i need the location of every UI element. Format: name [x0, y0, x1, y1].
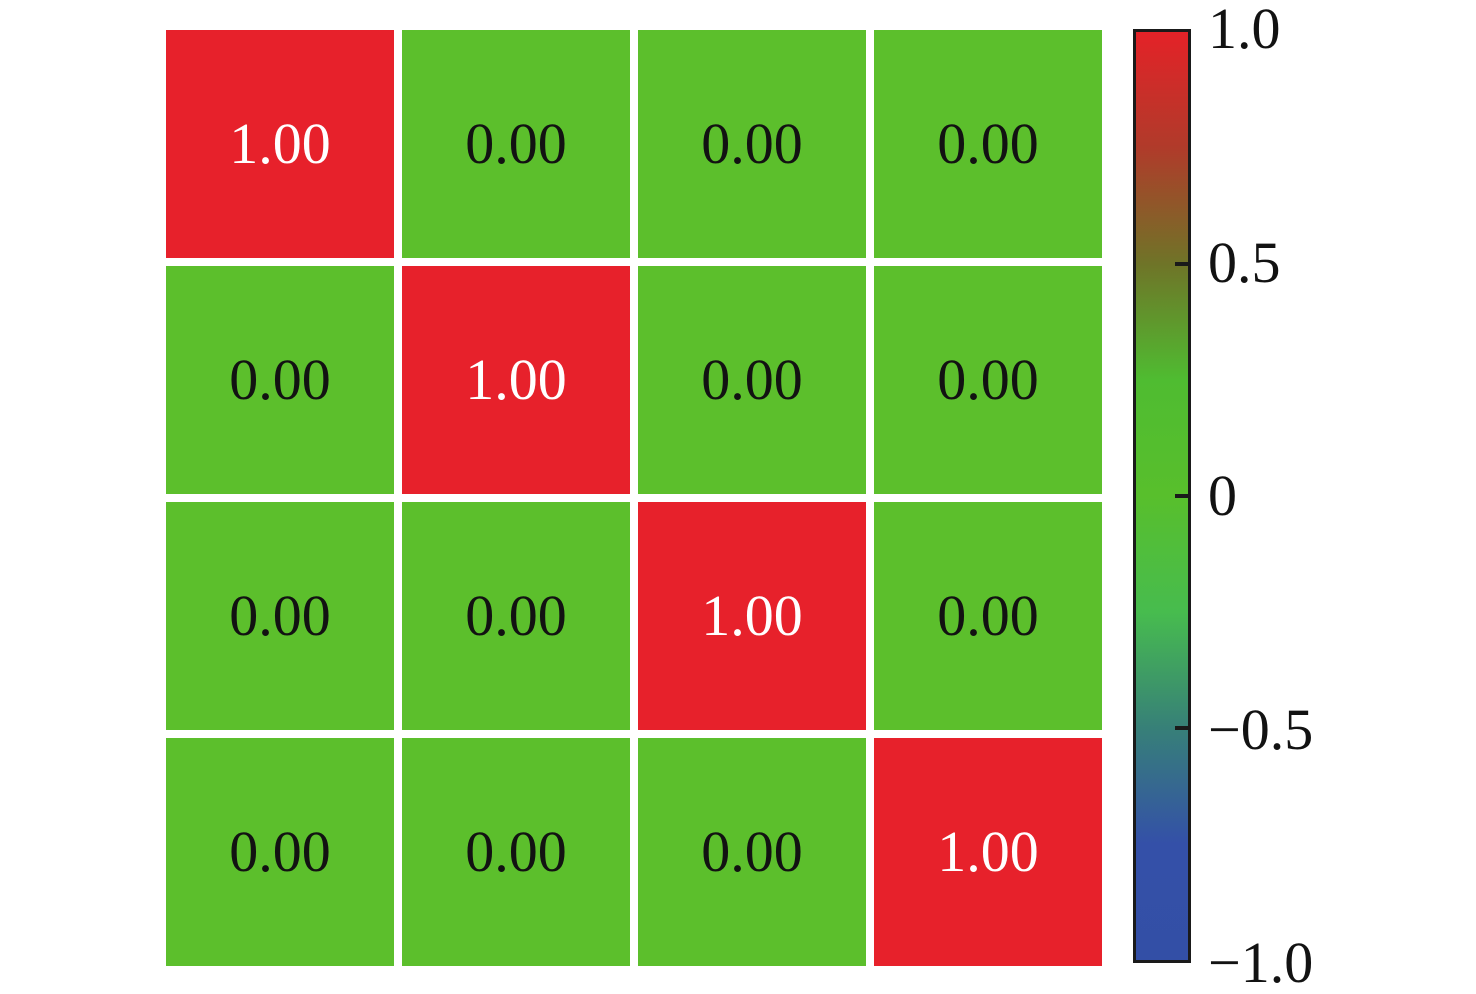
colorbar-tick-label-−0.5: −0.5 [1208, 696, 1314, 762]
heatmap-cell-r3c2: 0.00 [402, 502, 630, 730]
heatmap-cell-r1c1: 1.00 [166, 30, 394, 258]
heatmap-cell-r3c3: 1.00 [638, 502, 866, 730]
heatmap-cell-r2c1: 0.00 [166, 266, 394, 494]
colorbar [1133, 29, 1191, 963]
colorbar-tick-0.5 [1175, 262, 1188, 266]
colorbar-tick-label-0: 0 [1208, 463, 1237, 528]
heatmap-cell-r4c4: 1.00 [874, 738, 1102, 966]
heatmap-grid: 1.00 0.00 0.00 0.00 0.00 1.00 0.00 0.00 0.00 0.00… [166, 30, 1102, 966]
heatmap-cell-r2c3: 0.00 [638, 266, 866, 494]
heatmap-cell-r3c4: 0.00 [874, 502, 1102, 730]
heatmap-cell-r4c1: 0.00 [166, 738, 394, 966]
heatmap-cell-r3c1: 0.00 [166, 502, 394, 730]
heatmap-cell-r1c4: 0.00 [874, 30, 1102, 258]
heatmap-cell-r4c3: 0.00 [638, 738, 866, 966]
heatmap-cell-r2c4: 0.00 [874, 266, 1102, 494]
heatmap-cell-r1c3: 0.00 [638, 30, 866, 258]
heatmap-cell-r1c2: 0.00 [402, 30, 630, 258]
colorbar-tick-label-1.0: 1.0 [1208, 0, 1281, 61]
heatmap-cell-r4c2: 0.00 [402, 738, 630, 966]
colorbar-tick-0 [1175, 494, 1188, 498]
heatmap-cell-r2c2: 1.00 [402, 266, 630, 494]
colorbar-tick-−0.5 [1175, 726, 1188, 730]
colorbar-tick-label-0.5: 0.5 [1208, 229, 1281, 295]
colorbar-tick-label-−1.0: −1.0 [1208, 930, 1314, 994]
